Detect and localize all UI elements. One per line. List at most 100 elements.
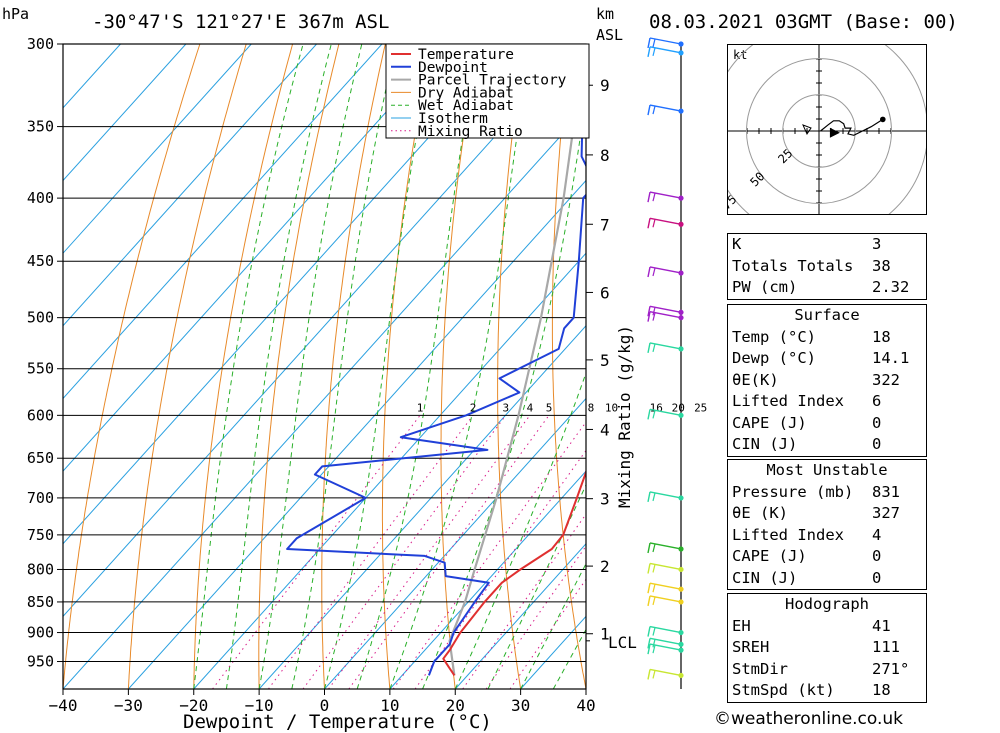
index-label: CAPE (J) — [732, 413, 807, 432]
pressure-tick-label: 550 — [27, 360, 54, 378]
legend-label: Dewpoint — [418, 60, 488, 76]
index-row: CAPE (J) 0 — [728, 546, 926, 568]
temperature-tick-label: 30 — [511, 696, 530, 715]
index-label: StmDir — [732, 659, 788, 678]
legend-label: Mixing Ratio — [418, 124, 523, 140]
km-tick-label: 9 — [600, 76, 610, 95]
temperature-tick-label: −10 — [245, 696, 274, 715]
dry-adiabat-line — [497, 44, 525, 689]
wet-adiabat-line — [520, 562, 586, 689]
plot-frame — [62, 43, 587, 690]
most-unstable-table: Most Unstable Pressure (mb) 831 θE (K) 327 L… — [727, 459, 927, 590]
wind-barb — [647, 625, 684, 637]
wind-barbs — [647, 37, 684, 680]
asl-axis-unit: ASL — [596, 26, 623, 44]
index-row: Totals Totals 38 — [728, 256, 926, 278]
wind-barb — [647, 104, 684, 116]
mixing-ratio-label: 5 — [546, 401, 553, 414]
surface-title: Surface — [794, 306, 860, 324]
mixing-ratio-label: 25 — [694, 401, 707, 414]
km-axis-unit: km — [596, 5, 614, 23]
wind-barb — [647, 305, 684, 317]
isotherm-line — [63, 44, 187, 182]
dry-adiabat-line — [988, 44, 1000, 689]
x-axis-title: Dewpoint / Temperature (°C) — [183, 711, 492, 733]
profile-lines — [286, 44, 586, 676]
wind-barb — [647, 595, 684, 607]
temperature-line — [442, 469, 586, 676]
index-label: θE(K) — [732, 370, 779, 389]
index-label: Dewp (°C) — [732, 349, 816, 367]
general-indices-table: K 3 Totals Totals 38 PW (cm) 2.32 — [727, 233, 927, 300]
location-title: -30°47'S 121°27'E 367m ASL — [92, 11, 389, 33]
storm-motion-marker — [829, 127, 840, 138]
dry-adiabat-line — [551, 44, 586, 689]
index-value: 18 — [872, 327, 891, 346]
dewpoint-line — [286, 44, 586, 676]
index-row: CIN (J) 0 — [728, 568, 926, 590]
km-tick-label: 8 — [600, 146, 610, 165]
index-value: 38 — [872, 256, 891, 275]
index-value: 322 — [872, 370, 900, 389]
pressure-tick-label: 400 — [27, 189, 54, 207]
wind-barb — [647, 542, 684, 554]
wind-barb — [647, 342, 684, 354]
hodograph-ring — [746, 58, 892, 204]
hodograph-indices-table: Hodograph EH 41 SREH 111 StmDir 271° StmSpd (k… — [727, 593, 927, 703]
wind-barb — [647, 310, 684, 322]
km-tick-label: 1 — [600, 625, 610, 644]
isotherm-line — [63, 44, 448, 472]
hodograph: kt 25 50 75 — [709, 21, 929, 241]
wind-barb — [647, 637, 684, 649]
isotherm-line — [193, 252, 586, 689]
pressure-tick-label: 950 — [27, 653, 54, 671]
index-row: Lifted Index 6 — [728, 391, 926, 413]
pressure-tick-label: 300 — [27, 35, 54, 53]
temperature-tick-label: −20 — [179, 696, 208, 715]
legend-label: Parcel Trajectory — [418, 73, 567, 89]
index-row: SREH 111 — [728, 637, 926, 659]
pressure-tick-label: 500 — [27, 309, 54, 327]
index-label: Temp (°C) — [732, 327, 816, 346]
index-value: 0 — [872, 568, 882, 587]
index-row: θE(K) 322 — [728, 370, 926, 392]
wind-barb — [647, 191, 684, 203]
mixing-ratio-label: 3 — [502, 401, 509, 414]
wind-barb — [647, 217, 684, 229]
axis-layer: 3003504004505005506006507007508008509009… — [27, 35, 707, 715]
isotherm-line — [63, 44, 121, 109]
km-tick-label: 4 — [600, 420, 610, 439]
datetime-title: 08.03.2021 03GMT (Base: 00) — [649, 11, 958, 33]
dry-adiabat-line — [941, 44, 1000, 689]
isotherm-line — [454, 543, 586, 689]
index-value: 111 — [872, 638, 900, 656]
pressure-tick-label: 850 — [27, 593, 54, 611]
credit-link[interactable]: ©weatheronline.co.uk — [714, 709, 904, 729]
pressure-tick-label: 600 — [27, 406, 54, 424]
index-value: 4 — [872, 525, 882, 544]
index-label: θE (K) — [732, 504, 788, 522]
index-row: CIN (J) 0 — [728, 434, 926, 456]
legend-label: Temperature — [418, 47, 514, 63]
isotherm-line — [258, 325, 586, 689]
index-value: 18 — [872, 681, 891, 699]
wind-barb — [647, 582, 684, 594]
pressure-tick-label: 450 — [27, 252, 54, 270]
pressure-tick-label: 900 — [27, 624, 54, 642]
isotherm-line — [324, 397, 586, 689]
lcl-label: LCL — [608, 633, 637, 652]
index-label: CIN (J) — [732, 568, 798, 587]
index-value: 41 — [872, 616, 891, 635]
wet-adiabat-line — [356, 44, 479, 689]
mixing-ratio-line — [267, 415, 474, 689]
index-row: Lifted Index 4 — [728, 525, 926, 547]
bunkers-marker — [802, 124, 812, 136]
mixing-ratio-label: 8 — [588, 401, 595, 414]
wet-adiabat-line — [487, 483, 586, 689]
dry-adiabat-line — [63, 44, 201, 689]
index-value: 14.1 — [872, 349, 910, 367]
index-row: EH 41 — [728, 616, 926, 638]
hpa-axis-unit: hPa — [2, 5, 29, 23]
